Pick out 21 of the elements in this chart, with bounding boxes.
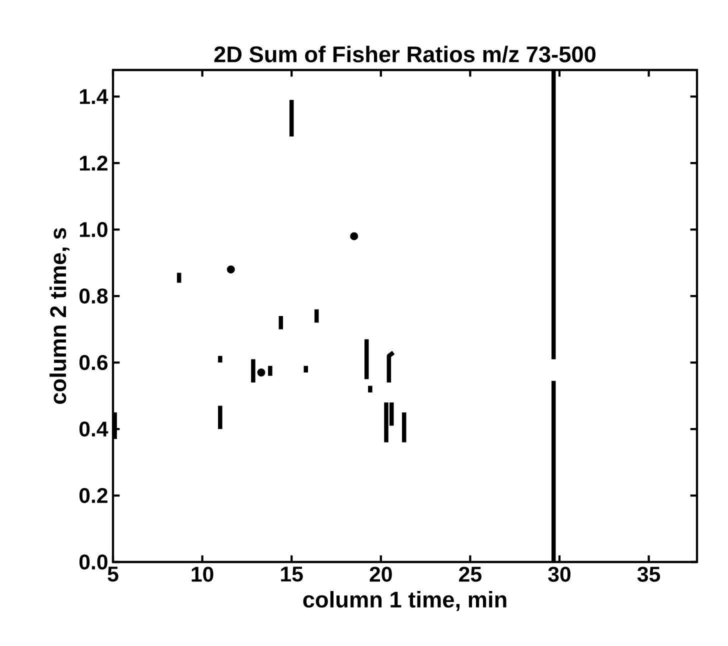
y-tick-label: 1.2 <box>80 156 108 171</box>
chart-title: 2D Sum of Fisher Ratios m/z 73-500 <box>214 46 596 63</box>
y-axis-title: column 2 time, s <box>50 228 70 404</box>
y-tick-label: 0.6 <box>79 354 108 370</box>
x-tick-label: 5 <box>108 566 118 582</box>
y-tick-label: 1.0 <box>80 222 108 238</box>
x-tick-label: 35 <box>637 566 660 582</box>
x-tick-label: 10 <box>192 566 214 582</box>
y-tick-label: 1.4 <box>80 89 108 104</box>
y-tick-label: 0.0 <box>79 554 108 570</box>
point <box>350 232 358 240</box>
x-axis-title: column 1 time, min <box>303 591 506 611</box>
point <box>226 265 235 274</box>
y-tick-label: 0.2 <box>79 488 108 504</box>
x-tick-label: 20 <box>370 566 392 582</box>
y-tick-label: 0.8 <box>79 288 108 304</box>
point <box>257 368 266 377</box>
x-tick-label: 15 <box>281 566 303 582</box>
x-tick-label: 25 <box>459 566 482 582</box>
y-tick-label: 0.4 <box>79 421 108 437</box>
x-tick-label: 30 <box>548 566 570 582</box>
